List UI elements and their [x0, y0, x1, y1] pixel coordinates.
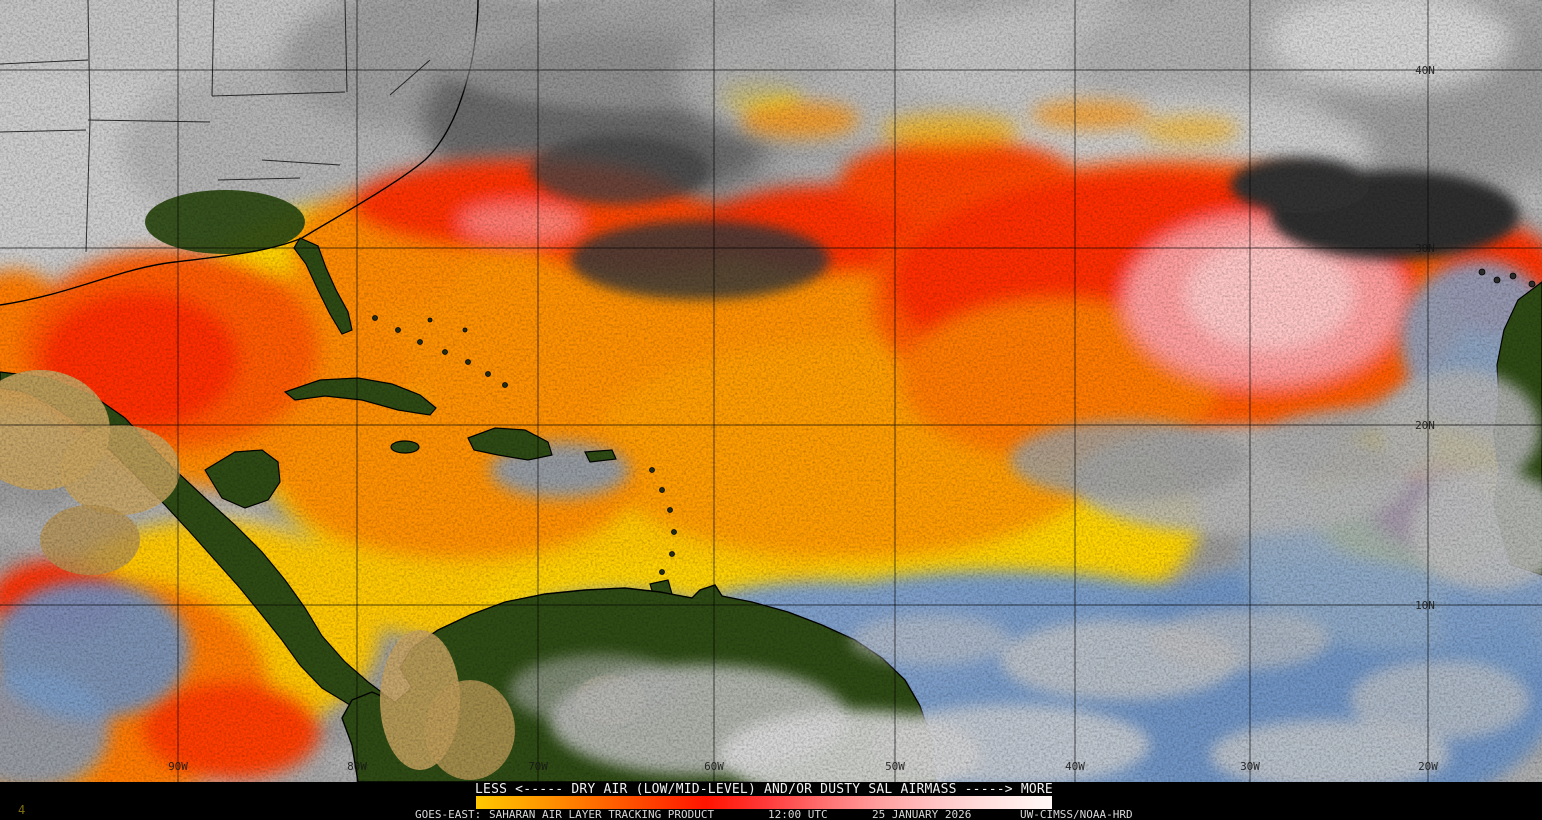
caption-product: SAHARAN AIR LAYER TRACKING PRODUCT: [489, 808, 715, 820]
latitude-label: 20N: [1415, 419, 1435, 432]
caption-source: GOES-EAST:: [415, 808, 482, 820]
longitude-label: 80W: [347, 760, 367, 773]
longitude-label: 20W: [1418, 760, 1438, 773]
longitude-label: 50W: [885, 760, 905, 773]
satellite-imagery: 40N 30N 20N 10N 90W 80W 70W 60W 50W 40W 30W 20W: [0, 0, 1542, 782]
speckle-grain: [0, 0, 1542, 782]
caption-date: 25 JANUARY 2026: [872, 808, 972, 820]
colorbar: [476, 796, 1052, 809]
latitude-label: 10N: [1415, 599, 1435, 612]
caption-credit: UW-CIMSS/NOAA-HRD: [1020, 808, 1133, 820]
legend-text: LESS <----- DRY AIR (LOW/MID-LEVEL) AND/…: [475, 782, 1053, 797]
corner-mark: 4: [18, 803, 26, 817]
longitude-label: 30W: [1240, 760, 1260, 773]
latitude-label: 30N: [1415, 242, 1435, 255]
caption-time: 12:00 UTC: [768, 808, 828, 820]
longitude-label: 90W: [168, 760, 188, 773]
longitude-label: 70W: [528, 760, 548, 773]
satellite-map: 40N 30N 20N 10N 90W 80W 70W 60W 50W 40W 30W 20W: [0, 0, 1542, 782]
longitude-label: 40W: [1065, 760, 1085, 773]
legend-bar: LESS <----- DRY AIR (LOW/MID-LEVEL) AND/…: [0, 782, 1542, 820]
longitude-label: 60W: [704, 760, 724, 773]
latitude-label: 40N: [1415, 64, 1435, 77]
latlon-grid: 40N 30N 20N 10N 90W 80W 70W 60W 50W 40W 30W 20W: [0, 0, 1542, 782]
